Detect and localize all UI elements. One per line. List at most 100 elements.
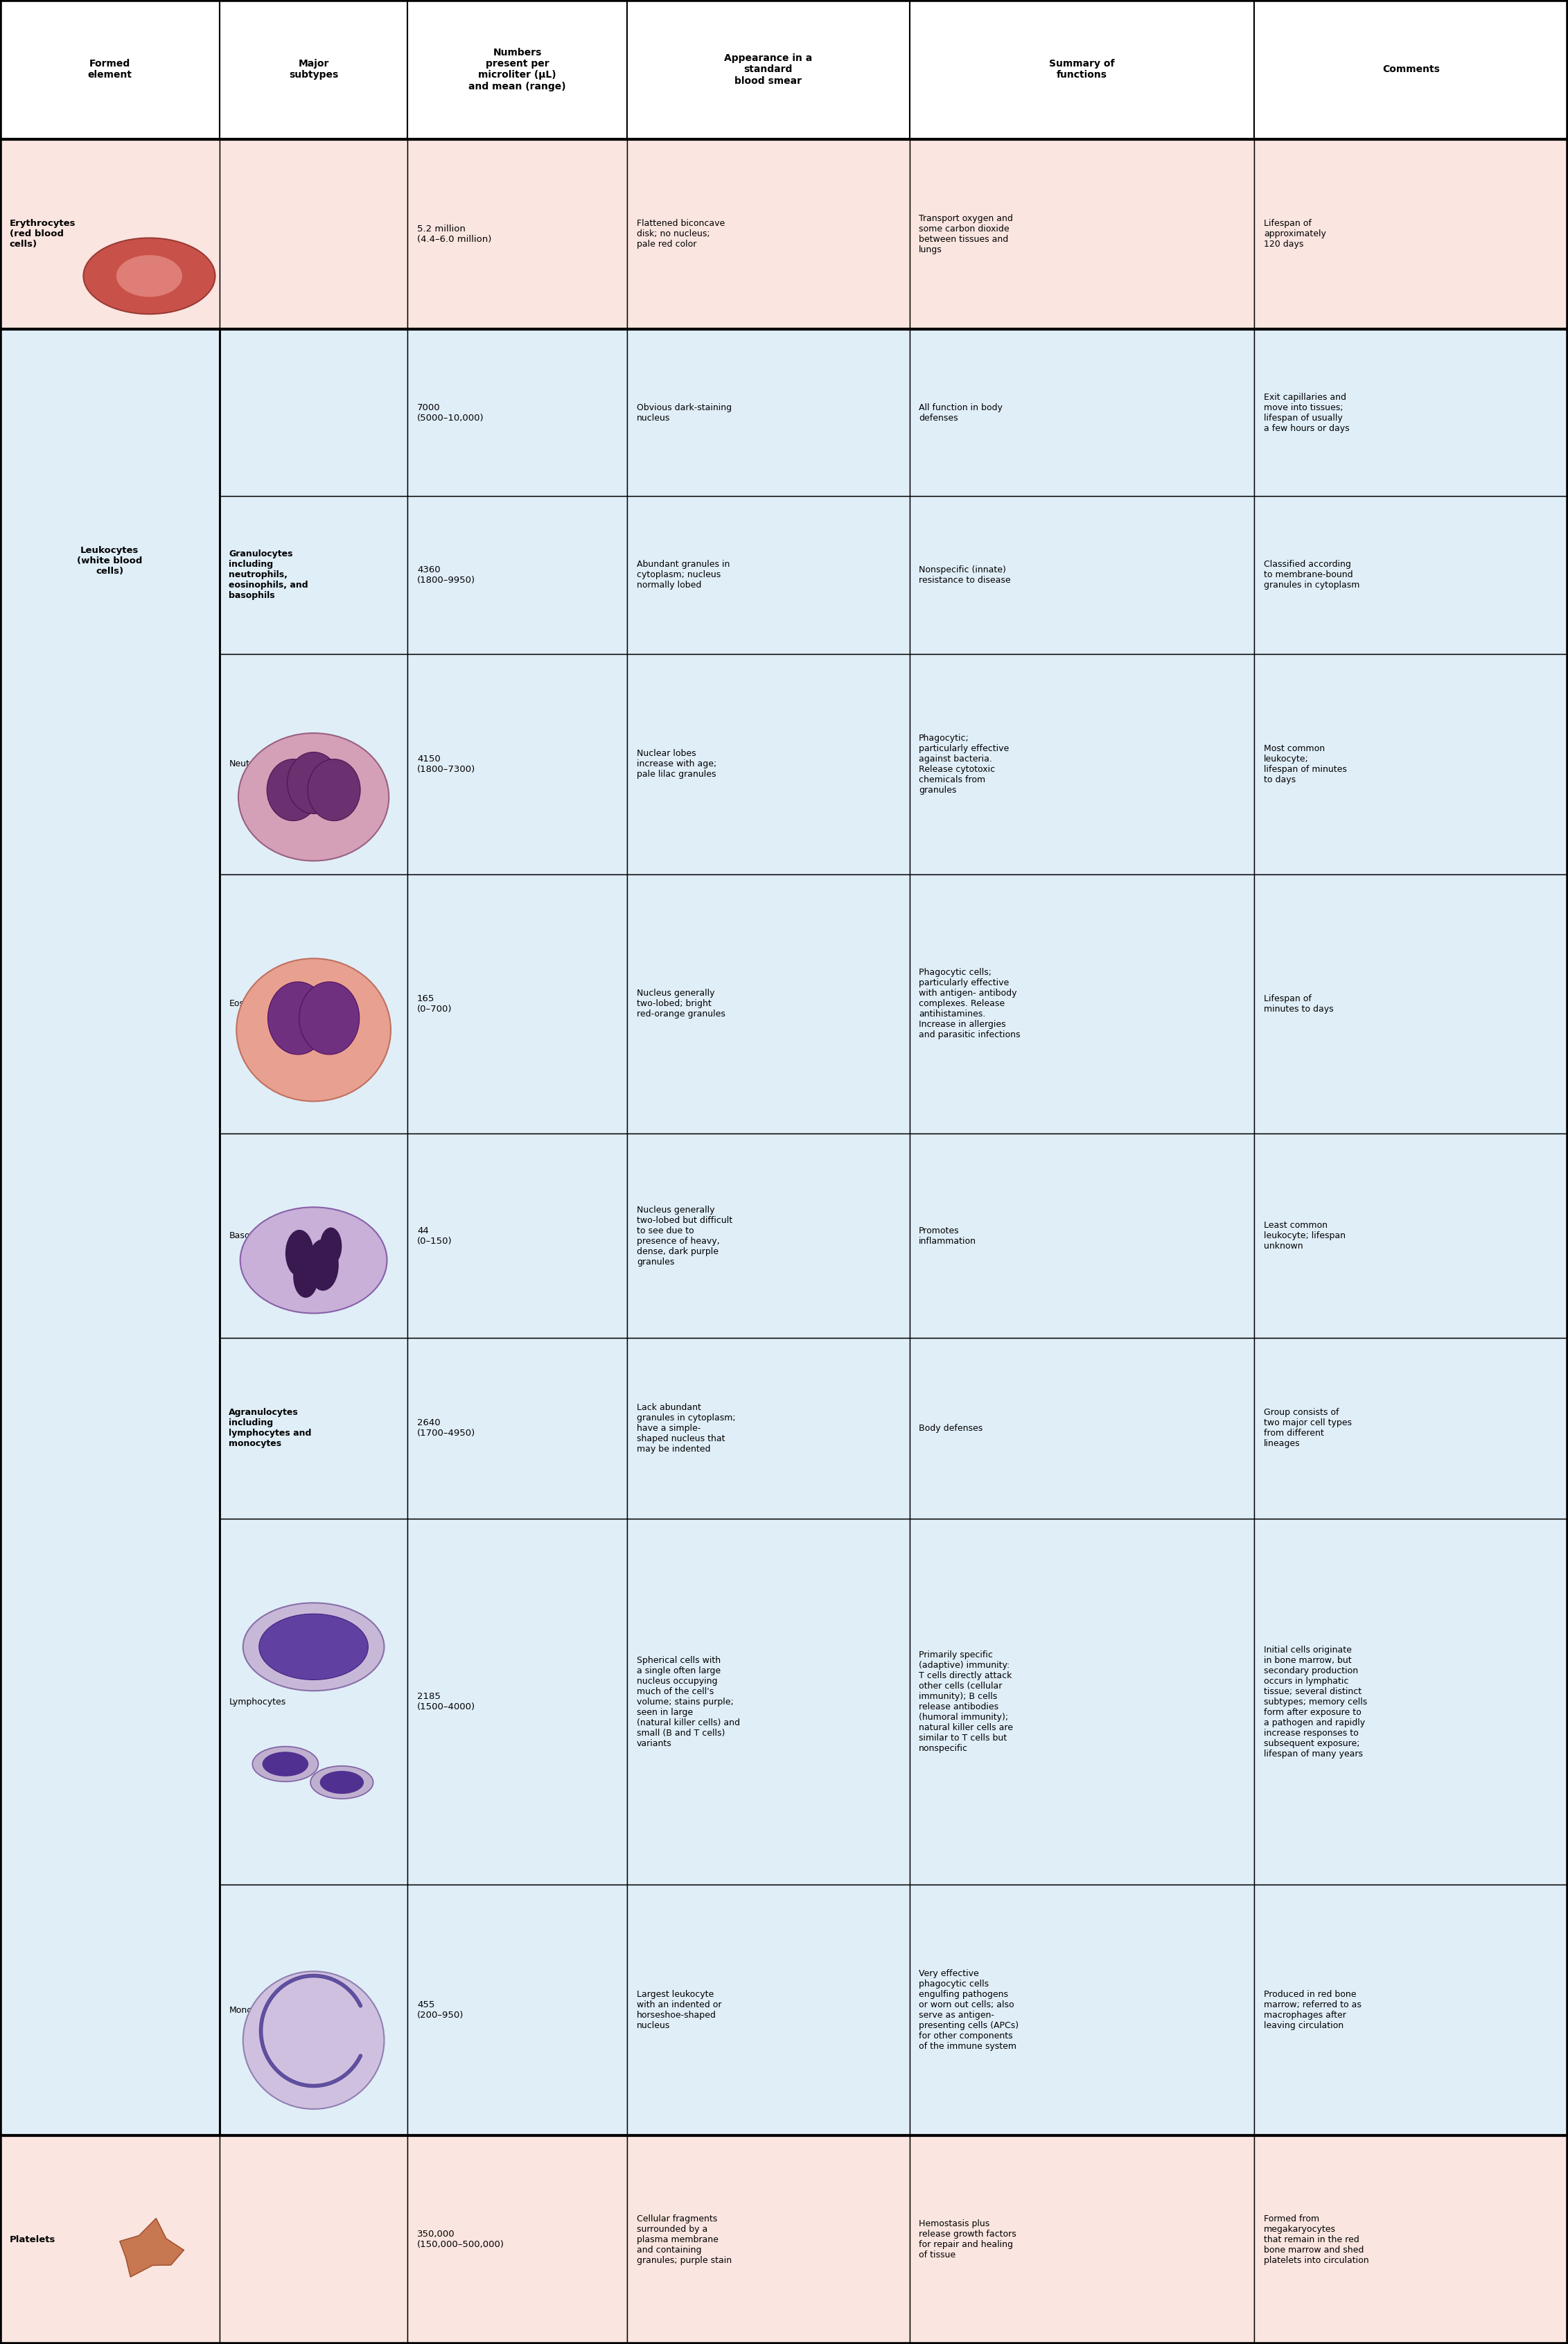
Bar	[220, 0, 408, 138]
Text: Primarily specific
(adaptive) immunity:
T cells directly attack
other cells (cel: Primarily specific (adaptive) immunity: …	[919, 1650, 1013, 1753]
Text: 4360
(1800–9950): 4360 (1800–9950)	[417, 565, 475, 584]
Bar	[0, 874, 220, 1134]
Bar	[220, 1519, 408, 1885]
Ellipse shape	[240, 1207, 387, 1313]
Text: 165
(0–700): 165 (0–700)	[417, 994, 452, 1013]
Ellipse shape	[237, 959, 390, 1102]
Text: Leukocytes
(white blood
cells): Leukocytes (white blood cells)	[77, 546, 143, 577]
Bar	[627, 1885, 909, 2135]
Bar	[627, 654, 909, 874]
Text: Erythrocytes
(red blood
cells): Erythrocytes (red blood cells)	[9, 220, 75, 248]
Bar	[627, 138, 909, 328]
Text: Eosinophils: Eosinophils	[229, 999, 278, 1008]
Text: Lack abundant
granules in cytoplasm;
have a simple-
shaped nucleus that
may be i: Lack abundant granules in cytoplasm; hav…	[637, 1404, 735, 1453]
Bar	[1254, 1134, 1568, 1338]
Text: Abundant granules in
cytoplasm; nucleus
normally lobed: Abundant granules in cytoplasm; nucleus …	[637, 560, 729, 591]
Text: 44
(0–150): 44 (0–150)	[417, 1226, 452, 1245]
Bar	[220, 138, 408, 328]
Bar	[0, 138, 220, 328]
Text: Formed from
megakaryocytes
that remain in the red
bone marrow and shed
platelets: Formed from megakaryocytes that remain i…	[1264, 2215, 1369, 2264]
Text: Least common
leukocyte; lifespan
unknown: Least common leukocyte; lifespan unknown	[1264, 1221, 1345, 1252]
Bar	[408, 874, 627, 1134]
Text: Granulocytes
including
neutrophils,
eosinophils, and
basophils: Granulocytes including neutrophils, eosi…	[229, 551, 309, 600]
Text: 2640
(1700–4950): 2640 (1700–4950)	[417, 1418, 475, 1437]
Bar	[408, 1519, 627, 1885]
Text: Very effective
phagocytic cells
engulfing pathogens
or worn out cells; also
serv: Very effective phagocytic cells engulfin…	[919, 1969, 1019, 2051]
Ellipse shape	[252, 1746, 318, 1781]
Ellipse shape	[116, 255, 182, 298]
Bar	[0, 497, 220, 654]
Ellipse shape	[83, 239, 215, 314]
Text: Nucleus generally
two-lobed; bright
red-orange granules: Nucleus generally two-lobed; bright red-…	[637, 989, 726, 1020]
Bar	[627, 874, 909, 1134]
Text: Group consists of
two major cell types
from different
lineages: Group consists of two major cell types f…	[1264, 1409, 1352, 1449]
Bar	[220, 654, 408, 874]
Bar	[909, 138, 1254, 328]
Bar	[909, 497, 1254, 654]
Bar	[408, 328, 627, 497]
Bar	[408, 1134, 627, 1338]
Ellipse shape	[238, 734, 389, 860]
Text: Lymphocytes: Lymphocytes	[229, 1697, 285, 1706]
Bar	[1254, 328, 1568, 497]
Text: 5.2 million
(4.4–6.0 million): 5.2 million (4.4–6.0 million)	[417, 225, 491, 244]
Bar	[220, 1338, 408, 1519]
Bar	[909, 328, 1254, 497]
Bar	[408, 1885, 627, 2135]
Bar	[909, 1338, 1254, 1519]
Bar	[909, 874, 1254, 1134]
Ellipse shape	[307, 1240, 339, 1292]
Text: All function in body
defenses: All function in body defenses	[919, 403, 1002, 422]
Text: Produced in red bone
marrow; referred to as
macrophages after
leaving circulatio: Produced in red bone marrow; referred to…	[1264, 1990, 1361, 2030]
Ellipse shape	[259, 1615, 368, 1681]
Bar	[1254, 1885, 1568, 2135]
Text: Summary of
functions: Summary of functions	[1049, 59, 1115, 80]
Text: 350,000
(150,000–500,000): 350,000 (150,000–500,000)	[417, 2229, 505, 2250]
Text: Obvious dark-staining
nucleus: Obvious dark-staining nucleus	[637, 403, 732, 422]
Text: Neutrophils: Neutrophils	[229, 759, 279, 769]
Bar	[627, 0, 909, 138]
Text: Body defenses: Body defenses	[919, 1423, 983, 1432]
Bar	[220, 874, 408, 1134]
Bar	[0, 0, 220, 138]
Bar	[408, 138, 627, 328]
Bar	[408, 497, 627, 654]
Text: Phagocytic cells;
particularly effective
with antigen- antibody
complexes. Relea: Phagocytic cells; particularly effective…	[919, 968, 1021, 1041]
Bar	[909, 0, 1254, 138]
Text: Nuclear lobes
increase with age;
pale lilac granules: Nuclear lobes increase with age; pale li…	[637, 750, 717, 778]
Bar	[220, 1134, 408, 1338]
Bar	[0, 1338, 220, 1519]
Ellipse shape	[320, 1228, 342, 1266]
Bar	[1254, 874, 1568, 1134]
Bar	[0, 1885, 220, 2135]
Bar	[1254, 654, 1568, 874]
Bar	[220, 497, 408, 654]
Bar	[909, 1885, 1254, 2135]
Bar	[627, 1338, 909, 1519]
Text: Classified according
to membrane-bound
granules in cytoplasm: Classified according to membrane-bound g…	[1264, 560, 1359, 591]
Bar	[0, 1134, 220, 1338]
Bar	[408, 2135, 627, 2344]
Text: Phagocytic;
particularly effective
against bacteria.
Release cytotoxic
chemicals: Phagocytic; particularly effective again…	[919, 734, 1010, 795]
Bar	[0, 654, 220, 874]
Bar	[627, 328, 909, 497]
Text: 455
(200–950): 455 (200–950)	[417, 1999, 464, 2021]
Bar	[408, 0, 627, 138]
Bar	[0, 328, 220, 497]
Text: 4150
(1800–7300): 4150 (1800–7300)	[417, 755, 475, 774]
Ellipse shape	[310, 1765, 373, 1798]
Ellipse shape	[307, 759, 361, 820]
Bar	[220, 2135, 408, 2344]
Text: Promotes
inflammation: Promotes inflammation	[919, 1226, 977, 1245]
Bar	[627, 497, 909, 654]
Bar	[408, 1338, 627, 1519]
Text: Comments: Comments	[1383, 66, 1439, 75]
Ellipse shape	[299, 982, 359, 1055]
Text: Formed
element: Formed element	[88, 59, 132, 80]
Ellipse shape	[243, 1603, 384, 1690]
Ellipse shape	[243, 1971, 384, 2110]
Text: Appearance in a
standard
blood smear: Appearance in a standard blood smear	[724, 54, 812, 87]
Text: Exit capillaries and
move into tissues;
lifespan of usually
a few hours or days: Exit capillaries and move into tissues; …	[1264, 391, 1350, 434]
Text: Basophils: Basophils	[229, 1231, 270, 1240]
Text: Monocytes: Monocytes	[229, 2006, 276, 2013]
